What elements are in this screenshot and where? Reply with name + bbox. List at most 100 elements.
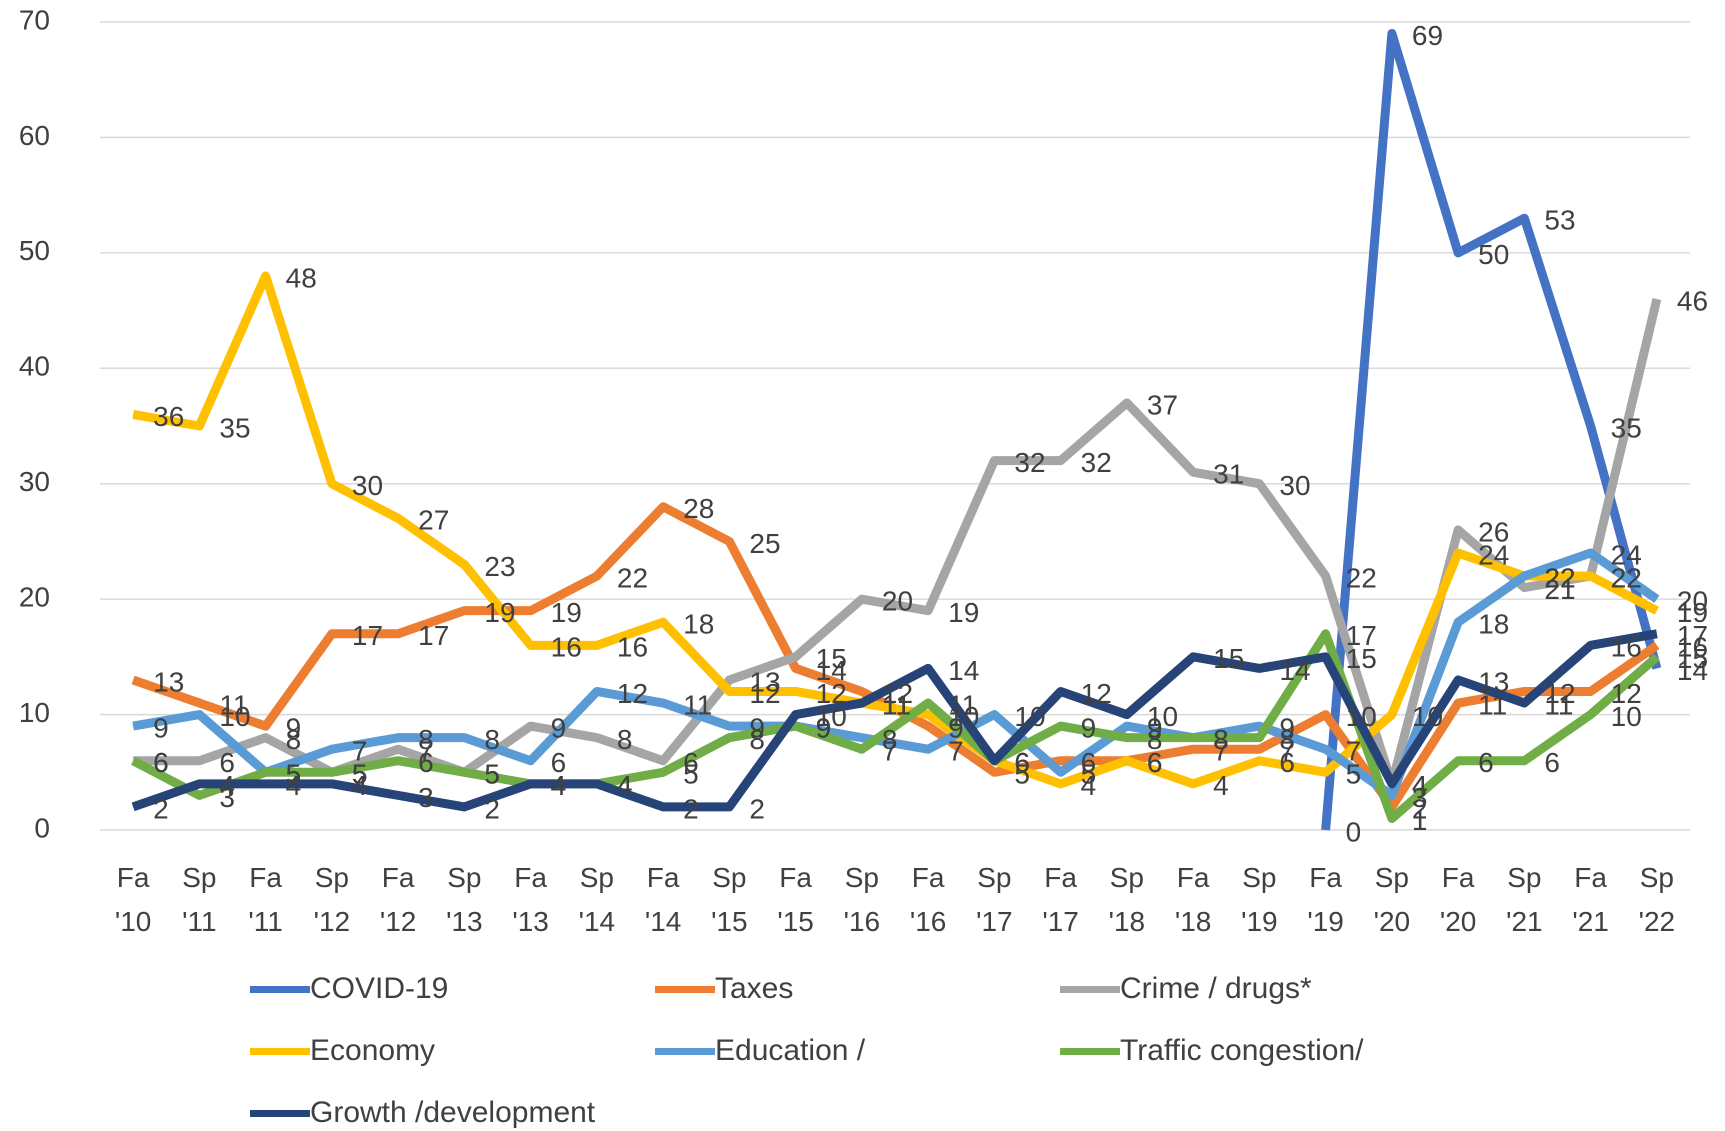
legend-swatch <box>250 1109 310 1117</box>
data-label: 9 <box>816 713 832 744</box>
data-label: 32 <box>1081 447 1112 478</box>
data-label: 14 <box>816 655 847 686</box>
x-tick-label: Sp '12 <box>313 862 351 937</box>
legend-entry: Crime / drugs* <box>1060 972 1312 1006</box>
data-label: 4 <box>1213 770 1229 801</box>
data-label: 4 <box>219 770 235 801</box>
data-label: 6 <box>219 747 235 778</box>
data-label: 2 <box>1412 793 1428 824</box>
data-label: 8 <box>286 724 302 755</box>
series-line <box>131 629 1658 812</box>
data-label: 0 <box>1346 816 1362 847</box>
data-label: 11 <box>882 689 911 720</box>
data-label: 30 <box>352 470 383 501</box>
data-label: 8 <box>418 724 434 755</box>
data-label: 7 <box>948 736 964 767</box>
data-label: 16 <box>1677 632 1708 663</box>
data-label: 4 <box>617 770 633 801</box>
data-label: 15 <box>816 643 847 674</box>
y-tick-label: 50 <box>19 235 50 266</box>
x-tick-label: Sp '16 <box>843 862 881 937</box>
data-label: 9 <box>816 713 832 744</box>
data-label: 9 <box>153 713 169 744</box>
x-tick-label: Sp '19 <box>1241 862 1278 937</box>
data-label: 12 <box>882 678 913 709</box>
data-label: 7 <box>1213 736 1229 767</box>
data-label: 12 <box>816 678 847 709</box>
data-label: 6 <box>418 747 434 778</box>
y-tick-label: 40 <box>19 351 50 382</box>
legend-swatch <box>655 1047 715 1055</box>
data-label: 3 <box>418 782 434 813</box>
data-label: 3 <box>219 782 235 813</box>
data-label: 4 <box>551 770 567 801</box>
data-label: 18 <box>683 609 714 640</box>
x-tick-label: Fa '11 <box>248 862 283 937</box>
data-label: 25 <box>749 528 780 559</box>
data-label: 3 <box>1412 782 1428 813</box>
legend-swatch <box>250 985 310 993</box>
x-tick-label: Fa '15 <box>777 862 814 937</box>
data-label: 4 <box>551 770 567 801</box>
data-label: 5 <box>1081 759 1097 790</box>
data-label: 31 <box>1213 459 1244 490</box>
x-tick-label: Sp '22 <box>1638 862 1676 937</box>
data-label: 50 <box>1478 239 1509 270</box>
data-label: 17 <box>1677 620 1708 651</box>
data-label: 2 <box>683 793 699 824</box>
series-line <box>131 629 1660 823</box>
data-label: 69 <box>1412 20 1443 51</box>
data-label: 14 <box>948 655 979 686</box>
data-label: 2 <box>484 793 500 824</box>
x-tick-label: Sp '18 <box>1108 862 1146 937</box>
data-label: 8 <box>1147 724 1163 755</box>
data-label: 26 <box>1478 516 1509 547</box>
data-label: 9 <box>1279 713 1295 744</box>
data-label: 5 <box>484 759 500 790</box>
data-label: 24 <box>1478 539 1509 570</box>
x-tick-label: Sp '13 <box>446 862 483 937</box>
data-label: 27 <box>418 505 449 536</box>
data-label: 5 <box>1346 759 1362 790</box>
data-label: 4 <box>1081 770 1097 801</box>
data-label: 9 <box>1081 713 1097 744</box>
data-label: 11 <box>948 689 977 720</box>
data-label: 4 <box>286 770 302 801</box>
data-label: 11 <box>683 689 712 720</box>
x-tick-label: Fa '17 <box>1042 862 1079 937</box>
x-tick-label: Sp '20 <box>1373 862 1411 937</box>
legend-entry: Taxes <box>655 972 793 1006</box>
y-tick-label: 0 <box>34 812 50 843</box>
legend-label: Education / <box>715 1034 866 1067</box>
data-label: 4 <box>617 770 633 801</box>
data-label: 5 <box>286 759 302 790</box>
data-label: 2 <box>749 793 765 824</box>
data-label: 6 <box>1081 747 1097 778</box>
data-label: 11 <box>882 689 911 720</box>
data-label: 6 <box>1014 747 1030 778</box>
data-label: 6 <box>1014 747 1030 778</box>
data-label: 22 <box>1544 562 1575 593</box>
data-label: 12 <box>1544 678 1575 709</box>
x-tick-label: Fa '16 <box>909 862 947 937</box>
data-label: 12 <box>749 678 780 709</box>
data-label: 53 <box>1544 205 1575 236</box>
data-label: 19 <box>484 597 515 628</box>
legend-label: Traffic congestion/ <box>1120 1034 1364 1067</box>
data-label: 13 <box>749 666 780 697</box>
data-label: 7 <box>1346 736 1362 767</box>
data-label: 6 <box>683 747 699 778</box>
y-tick-label: 10 <box>19 697 50 728</box>
data-label: 8 <box>1279 724 1295 755</box>
data-label: 23 <box>484 551 515 582</box>
y-tick-label: 60 <box>19 120 50 151</box>
data-label: 13 <box>1478 666 1509 697</box>
data-label: 8 <box>617 724 633 755</box>
legend-entry: COVID-19 <box>250 972 448 1006</box>
data-label: 9 <box>286 713 302 744</box>
data-label: 7 <box>352 736 368 767</box>
data-label: 11 <box>1478 689 1507 720</box>
data-label: 18 <box>1478 609 1509 640</box>
data-label: 8 <box>882 724 898 755</box>
